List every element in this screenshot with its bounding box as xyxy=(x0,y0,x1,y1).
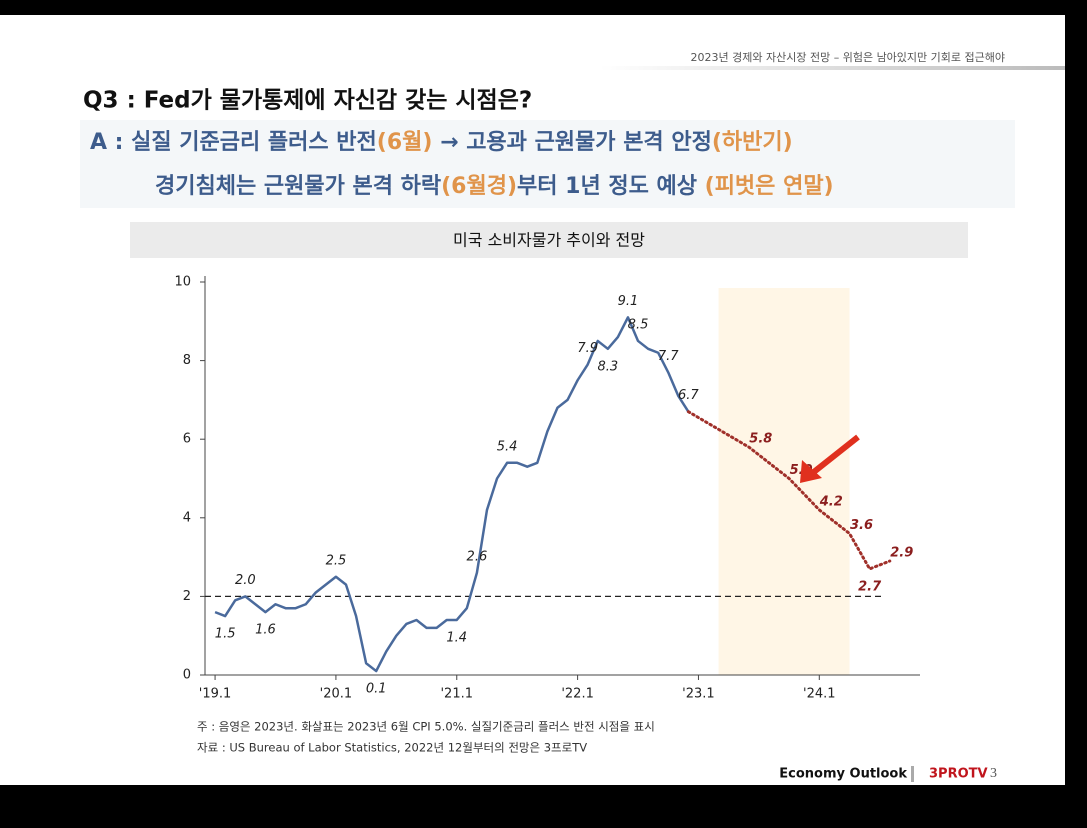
x-tick-label: '20.1 xyxy=(320,687,353,702)
forecast-shade xyxy=(718,288,850,675)
footer-channel: 3PROTV xyxy=(929,767,988,782)
y-tick-label: 8 xyxy=(183,353,191,368)
answer: A : 실질 기준금리 플러스 반전(6월) → 고용과 근원물가 본격 안정(… xyxy=(90,130,834,199)
data-label: 1.5 xyxy=(215,627,236,642)
data-label: 5.8 xyxy=(749,432,772,447)
arrow xyxy=(808,434,860,478)
y-tick-label: 6 xyxy=(183,432,191,447)
data-label: 2.9 xyxy=(890,546,913,561)
footer-brand: Economy Outlook xyxy=(779,767,907,782)
data-label: 5.4 xyxy=(497,439,518,454)
plot: 0 2 4 6 8 10 '19.1 '20.1 '21.1 '22.1 '23.1 '24.1 1.5… xyxy=(174,275,920,702)
data-label: 2.0 xyxy=(235,573,256,588)
question: Q3 : Fed가 물가통제에 자신감 갖는 시점은? xyxy=(83,88,532,114)
y-tick-label: 0 xyxy=(183,668,191,683)
y-tick-label: 4 xyxy=(183,510,191,525)
x-tick-label: '19.1 xyxy=(199,687,232,702)
answer-segment: (6월) xyxy=(377,130,433,155)
data-label: 8.5 xyxy=(628,317,649,332)
frame-bottom xyxy=(0,785,1087,828)
data-label: 2.6 xyxy=(467,549,488,564)
answer-line: 경기침체는 근원물가 본격 하락(6월경)부터 1년 정도 예상 (피벗은 연말… xyxy=(155,174,834,199)
answer-box xyxy=(80,120,1015,208)
data-label: 1.4 xyxy=(446,630,467,645)
answer-segment: (하반기) xyxy=(712,130,793,155)
data-label: 9.1 xyxy=(618,294,639,309)
header: 2023년 경제와 자산시장 전망 – 위험은 남아있지만 기회로 접근해야 xyxy=(691,50,1005,64)
chart-title: 미국 소비자물가 추이와 전망 xyxy=(453,231,645,250)
note: 주 : 음영은 2023년. 화살표는 2023년 6월 CPI 5.0%. 실… xyxy=(197,720,655,734)
answer-segment: 부터 1년 정도 예상 xyxy=(517,174,705,199)
chart-title-box xyxy=(130,222,968,258)
page-number: 3 xyxy=(990,766,997,781)
answer-segment: A : 실질 기준금리 플러스 반전 xyxy=(90,130,377,155)
arrow-head xyxy=(800,460,822,483)
data-label: 2.7 xyxy=(858,579,882,594)
y-tick-label: 10 xyxy=(174,275,191,290)
answer-segment: (6월경) xyxy=(441,174,517,199)
data-label: 4.2 xyxy=(819,494,843,509)
data-label: 8.3 xyxy=(597,359,618,374)
answer-segment: 경기침체는 근원물가 본격 하락 xyxy=(155,174,441,199)
data-label: 6.7 xyxy=(678,388,699,403)
x-tick-label: '22.1 xyxy=(561,687,594,702)
frame-top xyxy=(0,0,1087,15)
data-label: 0.1 xyxy=(366,682,387,697)
x-tick-label: '24.1 xyxy=(803,687,836,702)
answer-line: A : 실질 기준금리 플러스 반전(6월) → 고용과 근원물가 본격 안정(… xyxy=(90,130,793,155)
footer-sep xyxy=(911,766,914,782)
series-line xyxy=(686,410,892,571)
y-tick-label: 2 xyxy=(183,589,191,604)
data-label: 2.5 xyxy=(326,553,347,568)
note: 자료 : US Bureau of Labor Statistics, 2022… xyxy=(197,741,587,755)
header-rule xyxy=(600,66,1065,70)
series-line xyxy=(214,316,690,673)
x-tick-label: '21.1 xyxy=(440,687,473,702)
data-label: 3.6 xyxy=(850,518,873,533)
answer-segment: → 고용과 근원물가 본격 안정 xyxy=(432,130,711,155)
frame-right xyxy=(1065,0,1087,828)
data-label: 7.9 xyxy=(577,341,598,356)
data-label: 7.7 xyxy=(658,349,679,364)
data-label: 1.6 xyxy=(255,623,276,638)
answer-segment: (피벗은 연말) xyxy=(705,174,834,199)
x-tick-label: '23.1 xyxy=(682,687,715,702)
